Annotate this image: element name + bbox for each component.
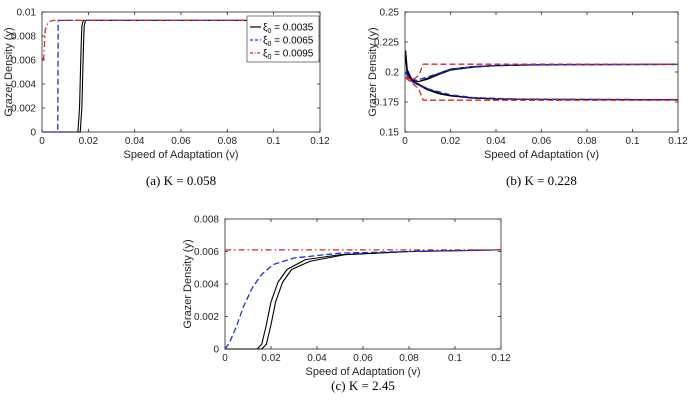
chart-a: 0 0.02 0.04 0.06 0.08 0.1 0.12 0 0.002 0.004 0.006… <box>3 8 330 189</box>
x-axis-label: Speed of Adaptation (v) <box>306 366 421 378</box>
x-tick-label: 0.12 <box>491 353 511 364</box>
legend-box <box>246 15 320 63</box>
x-tick-label: 0 <box>222 353 228 364</box>
y-tick-label: 0.008 <box>11 32 36 43</box>
x-tick-label: 0.06 <box>532 136 552 147</box>
figure-caption: (c) K = 2.45 <box>331 378 395 393</box>
series-line <box>405 50 678 83</box>
series-line <box>405 63 678 82</box>
chart-c: 0 0.02 0.04 0.06 0.08 0.1 0.12 0 0.002 0.004 0.006… <box>182 215 511 394</box>
x-axis-label: Speed of Adaptation (v) <box>484 149 599 161</box>
figure-caption: (a) K = 0.058 <box>146 173 216 188</box>
y-tick-label: 0.006 <box>11 56 36 67</box>
x-tick-label: 0.12 <box>668 136 688 147</box>
x-axis-label: Speed of Adaptation (v) <box>124 149 239 161</box>
chart-b: 0 0.02 0.04 0.06 0.08 0.1 0.12 0.15 0.175 0.2 0.22… <box>367 8 688 189</box>
y-tick-label: 0.004 <box>11 80 36 91</box>
x-tick-label: 0.08 <box>399 353 419 364</box>
series-line <box>225 249 501 350</box>
series-line <box>42 19 320 133</box>
series-line <box>405 63 678 82</box>
y-tick-label: 0 <box>213 345 219 356</box>
y-tick-label: 0.175 <box>374 98 399 109</box>
x-tick-label: 0 <box>402 136 408 147</box>
y-tick-label: 0.225 <box>374 38 399 49</box>
y-tick-label: 0.15 <box>380 128 400 139</box>
x-tick-label: 0.06 <box>353 353 373 364</box>
figure-caption: (b) K = 0.228 <box>506 173 577 188</box>
x-tick-label: 0.02 <box>441 136 461 147</box>
y-tick-label: 0.002 <box>11 104 36 115</box>
x-tick-label: 0.04 <box>307 353 327 364</box>
y-tick-label: 0.25 <box>380 8 400 19</box>
x-tick-label: 0.04 <box>125 136 145 147</box>
series-line <box>405 55 678 83</box>
x-tick-label: 0.08 <box>577 136 597 147</box>
y-tick-label: 0.006 <box>194 247 219 258</box>
y-tick-label: 0.008 <box>194 215 219 226</box>
x-tick-label: 0.1 <box>267 136 281 147</box>
x-tick-label: 0.12 <box>310 136 330 147</box>
x-tick-label: 0.02 <box>79 136 99 147</box>
legend-entry: ξ0 = 0.0065 <box>263 36 314 49</box>
x-tick-label: 0.04 <box>486 136 506 147</box>
x-tick-label: 0.08 <box>218 136 238 147</box>
y-tick-label: 0.004 <box>194 280 219 291</box>
legend-entry: ξ0 = 0.0035 <box>263 23 314 36</box>
x-tick-label: 0.02 <box>261 353 281 364</box>
legend-entry: ξ0 = 0.0095 <box>263 49 314 62</box>
x-tick-label: 0.06 <box>171 136 191 147</box>
y-axis-label: Grazer Density (y) <box>182 239 194 328</box>
y-axis-label: Grazer Density (y) <box>3 27 15 116</box>
y-tick-label: 0.2 <box>385 68 399 79</box>
y-tick-label: 0.002 <box>194 312 219 323</box>
series-line <box>405 77 678 101</box>
y-tick-label: 0.01 <box>17 8 37 19</box>
series-line <box>42 19 320 60</box>
series-line <box>225 249 501 350</box>
series-line <box>405 72 678 101</box>
plot-frame <box>224 218 502 350</box>
y-axis-label: Grazer Density (y) <box>367 27 379 116</box>
x-tick-label: 0 <box>39 136 45 147</box>
x-tick-label: 0.1 <box>448 353 462 364</box>
y-tick-label: 0 <box>30 128 36 139</box>
x-tick-label: 0.1 <box>626 136 640 147</box>
series-line <box>225 249 501 350</box>
